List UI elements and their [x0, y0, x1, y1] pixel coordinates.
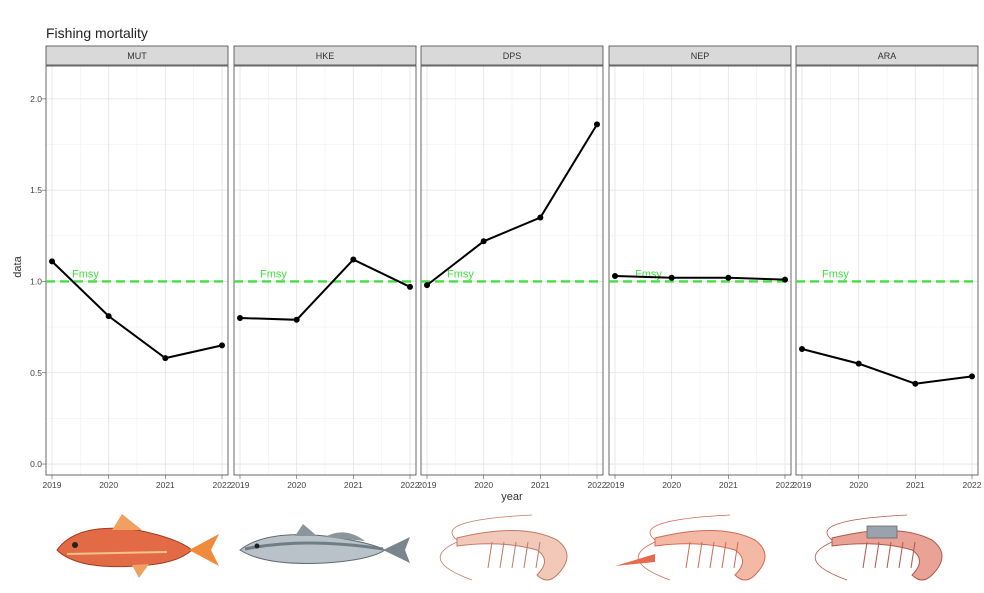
y-tick-label: 1.0 — [30, 276, 42, 286]
panel-border — [608, 65, 792, 476]
panel-border — [233, 65, 417, 476]
facet-strip — [45, 45, 229, 66]
y-tick-label: 0.5 — [30, 368, 42, 378]
y-axis-title: data — [12, 255, 24, 277]
data-point — [855, 360, 862, 367]
x-tick-label: 2020 — [474, 480, 493, 490]
data-point — [668, 274, 675, 281]
series-line-ara — [801, 348, 973, 385]
x-tick-label: 2021 — [531, 480, 550, 490]
data-point — [612, 272, 618, 279]
x-axis-title: year — [501, 491, 523, 503]
data-point — [407, 283, 413, 290]
series-line-dps — [426, 123, 598, 286]
facet-strip-label: DPS — [503, 51, 522, 61]
y-tick-label: 0.0 — [30, 459, 42, 469]
x-tick-label: 2020 — [849, 480, 868, 490]
deep-water-rose-shrimp-icon — [439, 514, 568, 581]
series-line-nep — [614, 274, 786, 281]
x-tick-label: 2022 — [588, 480, 607, 490]
panel-border — [45, 65, 229, 476]
data-point — [537, 214, 544, 221]
y-tick-label: 1.5 — [30, 185, 42, 195]
facet-strip — [608, 45, 792, 66]
facet-strip-label: NEP — [691, 51, 710, 61]
data-point — [162, 355, 169, 362]
fmsy-label: Fmsy — [447, 268, 474, 280]
facet-strip-label: MUT — [127, 51, 147, 61]
fmsy-label: Fmsy — [822, 268, 849, 280]
fmsy-label: Fmsy — [72, 268, 99, 280]
facet-strip — [795, 45, 979, 66]
x-tick-label: 2020 — [99, 480, 118, 490]
x-tick-label: 2022 — [213, 480, 232, 490]
data-point — [799, 346, 805, 353]
data-point — [594, 121, 600, 128]
x-tick-label: 2021 — [344, 480, 363, 490]
hake-fish-icon — [239, 524, 410, 564]
data-point — [725, 274, 732, 281]
x-tick-label: 2019 — [606, 480, 625, 490]
data-point — [49, 258, 55, 265]
x-tick-label: 2022 — [963, 480, 982, 490]
x-tick-label: 2022 — [401, 480, 420, 490]
chart-title: Fishing mortality — [46, 25, 148, 41]
data-point — [969, 373, 975, 380]
panel-border — [795, 65, 979, 476]
data-point — [293, 316, 300, 323]
data-point — [424, 282, 430, 289]
facet-hke: 2019 2020 2021 2022 HKE Fmsy — [231, 45, 420, 490]
facet-mut: 2019 2020 2021 2022 MUT Fmsy — [43, 45, 232, 490]
x-tick-label: 2021 — [906, 480, 925, 490]
x-tick-label: 2019 — [418, 480, 437, 490]
facet-strip — [233, 45, 417, 66]
facet-strip-label: ARA — [878, 51, 897, 61]
red-mullet-fish-icon — [56, 514, 219, 578]
facet-strip-label: HKE — [316, 51, 335, 61]
fmsy-label: Fmsy — [260, 268, 287, 280]
x-tick-label: 2019 — [231, 480, 250, 490]
x-tick-label: 2020 — [662, 480, 681, 490]
series-line-hke — [239, 258, 411, 321]
facet-dps: 2019 2020 2021 2022 DPS Fmsy — [418, 45, 607, 490]
series-line-mut — [51, 260, 223, 360]
facet-panels: 2019 2020 2021 2022 MUT Fmsy 2019 2020 2021 2022 H… — [43, 45, 982, 490]
x-tick-label: 2022 — [776, 480, 795, 490]
red-shrimp-icon — [814, 514, 943, 581]
facet-ara: 2019 2020 2021 2022 ARA Fmsy — [793, 45, 982, 490]
y-tick-label: 2.0 — [30, 94, 42, 104]
data-point — [105, 313, 112, 320]
species-illustrations — [56, 514, 943, 581]
data-point — [480, 238, 487, 245]
norway-lobster-icon — [615, 514, 766, 581]
fmsy-label: Fmsy — [635, 268, 662, 280]
data-point — [912, 380, 919, 387]
facet-nep: 2019 2020 2021 2022 NEP Fmsy — [606, 45, 795, 490]
panel-border — [420, 65, 604, 476]
data-point — [219, 342, 225, 349]
x-tick-label: 2020 — [287, 480, 306, 490]
facet-strip — [420, 45, 604, 66]
x-tick-label: 2021 — [156, 480, 175, 490]
x-tick-label: 2021 — [719, 480, 738, 490]
data-point — [350, 256, 357, 263]
x-tick-label: 2019 — [793, 480, 812, 490]
y-axis-ticks: 0.0 0.5 1.0 1.5 2.0 — [30, 94, 46, 469]
x-tick-label: 2019 — [43, 480, 62, 490]
data-point — [782, 276, 788, 283]
data-point — [237, 314, 243, 321]
